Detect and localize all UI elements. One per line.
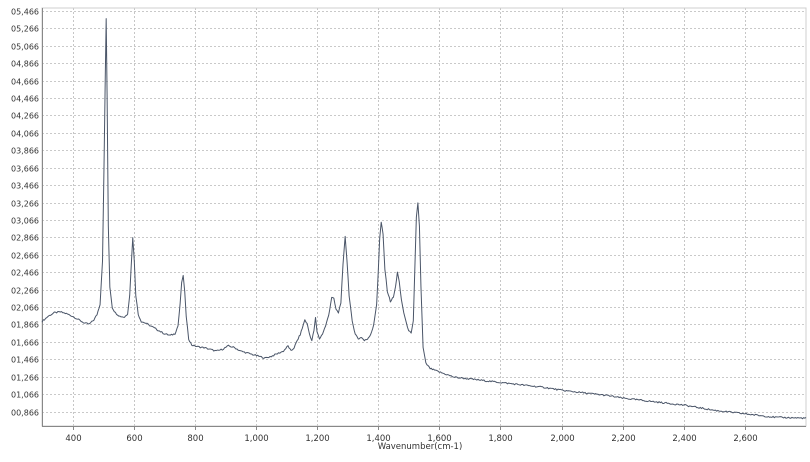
x-tick-label: 1,000 [244, 434, 268, 444]
y-tick-label: 04,666 [11, 78, 39, 87]
y-tick-label: 02,666 [11, 252, 39, 261]
y-tick-label: 03,466 [11, 182, 39, 191]
y-tick-label: 01,066 [11, 391, 39, 400]
y-tick-label: 03,266 [11, 200, 39, 209]
x-tick-label: 800 [187, 434, 203, 444]
x-axis-label: Wavenumber(cm-1) [378, 442, 463, 452]
y-tick-label: 03,866 [11, 147, 39, 156]
x-tick-label: 1,600 [427, 434, 451, 444]
x-tick-label: 1,800 [488, 434, 512, 444]
y-tick-label: 05,466 [11, 8, 39, 17]
axis-layer [41, 7, 807, 430]
y-tick-label: 01,266 [11, 374, 39, 383]
y-tick-label: 03,666 [11, 165, 39, 174]
y-tick-label: 03,066 [11, 217, 39, 226]
x-tick-label: 2,000 [550, 434, 574, 444]
y-tick-label: 01,666 [11, 339, 39, 348]
y-tick-label: 04,266 [11, 112, 39, 121]
x-tick-label: 2,400 [672, 434, 696, 444]
y-tick-label: 02,866 [11, 234, 39, 243]
x-tick-label: 2,200 [611, 434, 635, 444]
y-tick-label: 00,866 [11, 409, 39, 418]
x-tick-label: 600 [126, 434, 142, 444]
x-tick-label: 1,200 [305, 434, 329, 444]
y-tick-label: 04,066 [11, 130, 39, 139]
grid-layer [42, 8, 806, 426]
y-tick-label: 04,866 [11, 60, 39, 69]
x-tick-labels: 400 600 800 1,000 1,200 1,400 1,600 1,800 2,000 2… [65, 434, 757, 444]
spectrum-line [41, 18, 807, 420]
y-tick-label: 01,466 [11, 356, 39, 365]
x-tick-label: 2,600 [733, 434, 757, 444]
x-tick-label: 400 [65, 434, 81, 444]
series-layer [41, 18, 807, 420]
y-tick-label: 05,266 [11, 25, 39, 34]
y-tick-label: 05,066 [11, 43, 39, 52]
y-tick-label: 02,466 [11, 269, 39, 278]
y-tick-label: 02,066 [11, 304, 39, 313]
x-tick-label: 1,400 [366, 434, 390, 444]
y-tick-label: 04,466 [11, 95, 39, 104]
y-tick-labels: 00,866 01,066 01,266 01,466 01,666 01,866 02,0… [11, 8, 39, 418]
y-tick-label: 01,866 [11, 321, 39, 330]
y-tick-label: 02,266 [11, 287, 39, 296]
